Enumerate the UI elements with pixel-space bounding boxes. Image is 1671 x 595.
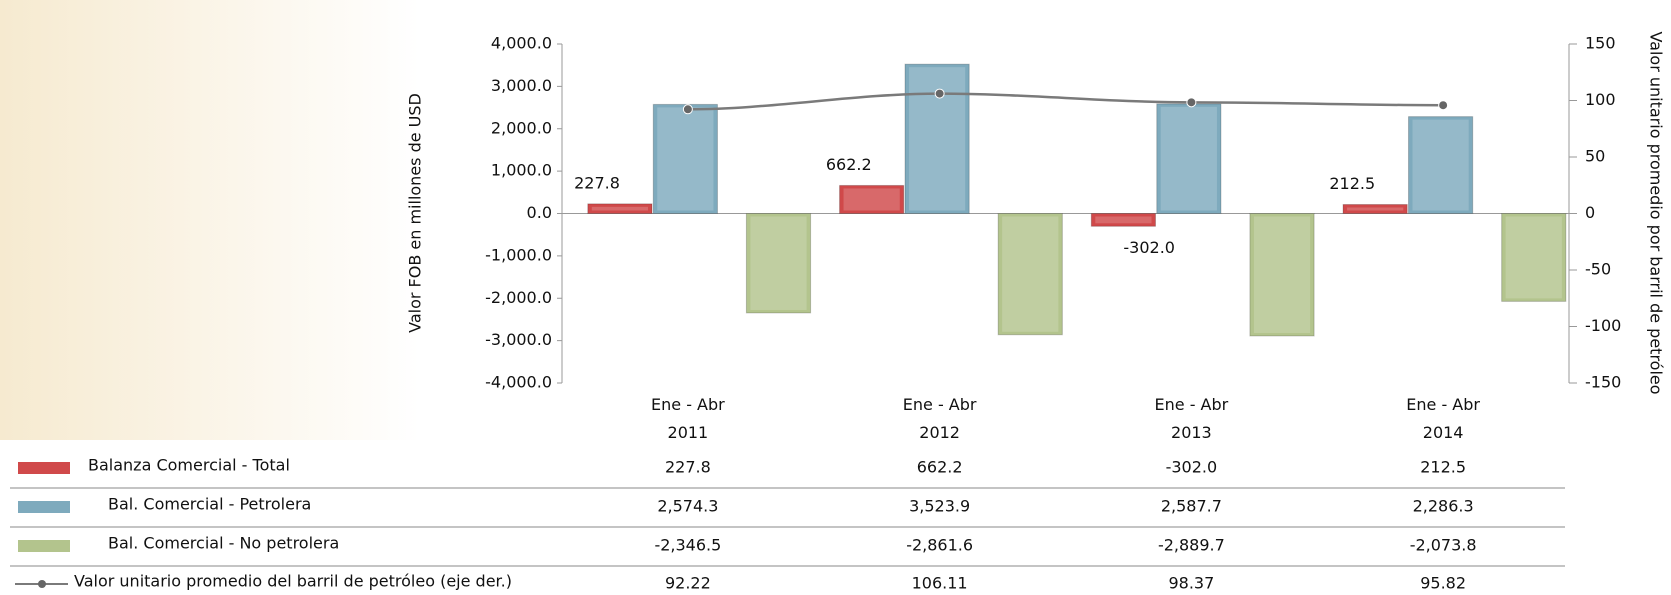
table-cell: 95.82 bbox=[1420, 574, 1466, 593]
data-label: 212.5 bbox=[1329, 174, 1375, 193]
x-tick-label: Ene - Abr 2013 bbox=[1155, 395, 1229, 442]
y-tick-label: 0.0 bbox=[527, 203, 552, 222]
bar-bevel bbox=[1412, 119, 1469, 211]
y-tick-label: 3,000.0 bbox=[491, 76, 552, 95]
bar bbox=[1501, 213, 1567, 302]
bar bbox=[997, 213, 1063, 336]
y-tick-label: 4,000.0 bbox=[491, 34, 552, 53]
table-cell: 662.2 bbox=[917, 458, 963, 477]
bar bbox=[904, 63, 970, 214]
bar bbox=[1249, 213, 1315, 337]
legend-label: Bal. Comercial - No petrolera bbox=[108, 534, 339, 553]
x-tick-label: Ene - Abr 2014 bbox=[1406, 395, 1480, 442]
table-cell: 227.8 bbox=[665, 458, 711, 477]
table-cell: 106.11 bbox=[912, 574, 968, 593]
table-cell: 2,286.3 bbox=[1413, 497, 1474, 516]
legend-swatch bbox=[18, 540, 70, 552]
legend-swatch bbox=[18, 501, 70, 513]
bar bbox=[1090, 213, 1157, 227]
bar bbox=[1156, 103, 1222, 214]
bar-bevel bbox=[1253, 216, 1311, 333]
line bbox=[687, 92, 1444, 111]
y-axis-title: Valor FOB en millones de USD bbox=[406, 93, 425, 333]
bar-bevel bbox=[1002, 216, 1059, 332]
y2-tick-label: 150 bbox=[1585, 34, 1616, 53]
table-cell: -2,346.5 bbox=[654, 536, 721, 555]
bar bbox=[1408, 116, 1474, 214]
line-marker bbox=[1186, 97, 1197, 108]
bar-bevel bbox=[750, 216, 807, 310]
table-cell: -2,073.8 bbox=[1410, 536, 1477, 555]
legend-label: Valor unitario promedio del barril de pe… bbox=[74, 572, 512, 591]
y-tick-label: -3,000.0 bbox=[485, 330, 552, 349]
bar-bevel bbox=[1347, 207, 1404, 211]
table-cell: 98.37 bbox=[1168, 574, 1214, 593]
bar-bevel bbox=[1505, 216, 1562, 299]
y2-axis-title: Valor unitario promedio por barril de pe… bbox=[1647, 31, 1666, 394]
table-cell: 3,523.9 bbox=[909, 497, 970, 516]
bar-bevel bbox=[657, 107, 714, 211]
bar bbox=[1342, 203, 1408, 215]
y-tick-label: 2,000.0 bbox=[491, 118, 552, 137]
bar bbox=[745, 213, 812, 314]
bar-bevel bbox=[909, 67, 966, 211]
bar-bevel bbox=[1095, 216, 1152, 224]
x-tick-label: Ene - Abr 2012 bbox=[903, 395, 977, 442]
legend-swatch-marker bbox=[38, 580, 46, 588]
table-cell: 212.5 bbox=[1420, 458, 1466, 477]
line-marker bbox=[934, 88, 945, 99]
legend-label: Bal. Comercial - Petrolera bbox=[108, 495, 311, 514]
data-label: -302.0 bbox=[1123, 238, 1175, 257]
bar bbox=[652, 103, 718, 214]
legend-label: Balanza Comercial - Total bbox=[88, 456, 290, 475]
table-cell: 2,587.7 bbox=[1161, 497, 1222, 516]
bar-bevel bbox=[843, 188, 900, 211]
legend-swatch bbox=[18, 462, 70, 474]
background-decoration bbox=[0, 0, 420, 440]
bar-bevel bbox=[1160, 106, 1217, 211]
y2-tick-label: -100 bbox=[1585, 316, 1621, 335]
data-label: 227.8 bbox=[574, 173, 620, 192]
bar bbox=[587, 203, 653, 214]
table-cell: -302.0 bbox=[1166, 458, 1218, 477]
line-marker bbox=[682, 104, 693, 115]
y2-tick-label: 100 bbox=[1585, 90, 1616, 109]
y2-tick-label: 0 bbox=[1585, 203, 1595, 222]
data-label: 662.2 bbox=[826, 155, 872, 174]
y-tick-label: -2,000.0 bbox=[485, 288, 552, 307]
y2-tick-label: 50 bbox=[1585, 147, 1605, 166]
y-tick-label: -1,000.0 bbox=[485, 245, 552, 264]
table-cell: -2,889.7 bbox=[1158, 536, 1225, 555]
x-tick-label: Ene - Abr 2011 bbox=[651, 395, 725, 442]
y2-tick-label: -50 bbox=[1585, 260, 1611, 279]
bar-bevel bbox=[591, 206, 649, 211]
table-cell: 92.22 bbox=[665, 574, 711, 593]
y-tick-label: -4,000.0 bbox=[485, 373, 552, 392]
y2-tick-label: -150 bbox=[1585, 373, 1621, 392]
bar bbox=[839, 184, 905, 214]
line-marker bbox=[1438, 100, 1449, 111]
table-cell: 2,574.3 bbox=[657, 497, 718, 516]
y-tick-label: 1,000.0 bbox=[491, 161, 552, 180]
table-cell: -2,861.6 bbox=[906, 536, 973, 555]
